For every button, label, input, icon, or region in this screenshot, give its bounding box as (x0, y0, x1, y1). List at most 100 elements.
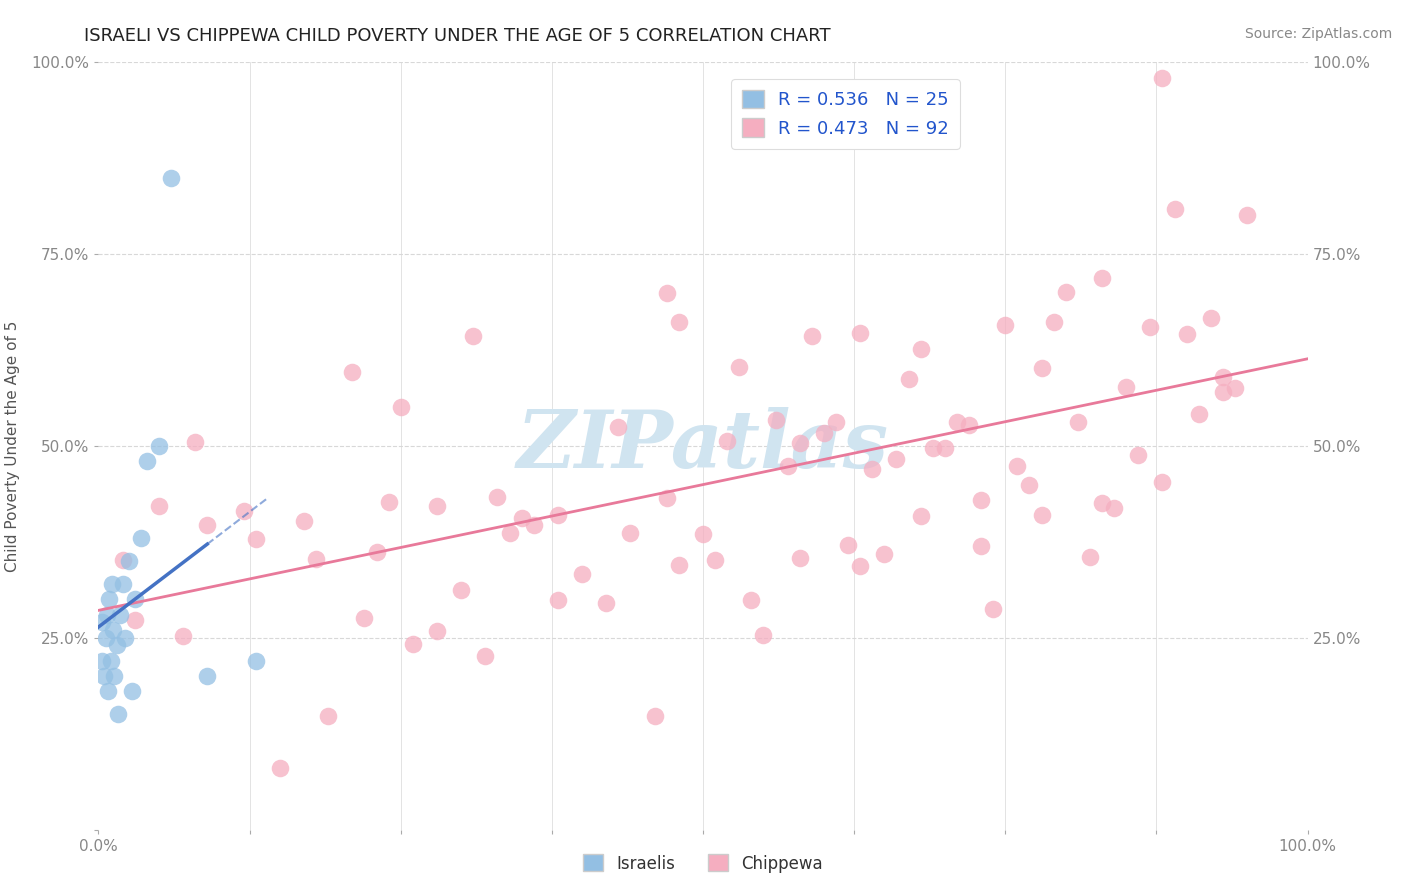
Point (184, 434, 207, 449)
Y-axis label: Child Poverty Under the Age of 5: Child Poverty Under the Age of 5 (6, 320, 20, 572)
Point (1067, 415, 1090, 429)
Point (305, 551, 328, 566)
Point (450, 583, 472, 598)
Point (96, 607, 118, 622)
Point (1199, 311, 1222, 326)
Point (121, 684, 143, 698)
Point (1163, 202, 1185, 217)
Point (1212, 384, 1234, 399)
Point (91, 615, 114, 630)
Point (860, 461, 883, 475)
Point (825, 416, 848, 430)
Point (510, 511, 533, 525)
Point (342, 365, 364, 379)
Point (1175, 326, 1198, 341)
Point (118, 554, 141, 568)
Point (789, 550, 811, 565)
Point (957, 418, 980, 433)
Point (752, 628, 775, 642)
Point (148, 499, 170, 513)
Point (463, 329, 485, 343)
Point (1031, 508, 1053, 522)
Point (105, 639, 128, 653)
Point (1091, 496, 1114, 510)
Point (934, 442, 956, 456)
Point (1102, 500, 1125, 515)
Point (195, 669, 218, 683)
Point (607, 420, 630, 434)
Point (129, 531, 152, 545)
Point (101, 623, 124, 637)
Point (135, 454, 157, 468)
Point (426, 500, 449, 514)
Point (1054, 285, 1077, 300)
Point (97, 684, 120, 698)
Point (704, 553, 727, 567)
Point (595, 596, 617, 610)
Point (789, 435, 811, 450)
Point (316, 709, 339, 723)
Point (107, 707, 129, 722)
Point (94, 631, 117, 645)
Point (98, 592, 121, 607)
Point (377, 495, 399, 509)
Point (103, 669, 125, 683)
Point (124, 613, 146, 627)
Point (160, 170, 183, 185)
Point (474, 648, 496, 663)
Point (111, 553, 134, 567)
Point (813, 425, 835, 440)
Point (692, 527, 714, 541)
Point (1212, 370, 1234, 384)
Point (389, 400, 412, 414)
Point (547, 508, 569, 523)
Point (353, 610, 375, 624)
Point (1115, 380, 1137, 394)
Point (921, 441, 943, 455)
Point (108, 607, 131, 622)
Point (1031, 360, 1053, 375)
Point (245, 532, 267, 546)
Point (849, 559, 872, 574)
Point (366, 545, 388, 559)
Point (668, 315, 690, 329)
Text: ISRAELI VS CHIPPEWA CHILD POVERTY UNDER THE AGE OF 5 CORRELATION CHART: ISRAELI VS CHIPPEWA CHILD POVERTY UNDER … (84, 27, 831, 45)
Point (655, 491, 678, 505)
Point (571, 567, 593, 582)
Point (740, 592, 762, 607)
Point (1139, 320, 1161, 334)
Point (994, 318, 1017, 332)
Point (124, 592, 146, 607)
Point (1236, 209, 1258, 223)
Point (91, 654, 114, 668)
Point (1042, 315, 1064, 329)
Point (148, 439, 170, 453)
Point (292, 514, 315, 528)
Point (402, 637, 425, 651)
Point (1018, 478, 1040, 492)
Point (1091, 270, 1114, 285)
Text: ZIPatlas: ZIPatlas (517, 408, 889, 484)
Point (1078, 549, 1101, 564)
Point (1152, 70, 1174, 85)
Point (426, 624, 449, 639)
Point (100, 577, 122, 591)
Point (269, 761, 291, 775)
Point (765, 413, 787, 427)
Point (111, 577, 134, 591)
Point (970, 539, 993, 553)
Legend: R = 0.536   N = 25, R = 0.473   N = 92: R = 0.536 N = 25, R = 0.473 N = 92 (731, 79, 960, 149)
Point (1188, 407, 1211, 421)
Point (232, 504, 254, 518)
Point (910, 342, 932, 356)
Point (668, 558, 690, 572)
Point (619, 525, 641, 540)
Point (837, 538, 859, 552)
Point (897, 371, 920, 385)
Point (655, 286, 678, 301)
Point (716, 434, 738, 448)
Point (728, 359, 751, 374)
Point (970, 492, 993, 507)
Point (114, 631, 136, 645)
Legend: Israelis, Chippewa: Israelis, Chippewa (576, 847, 830, 880)
